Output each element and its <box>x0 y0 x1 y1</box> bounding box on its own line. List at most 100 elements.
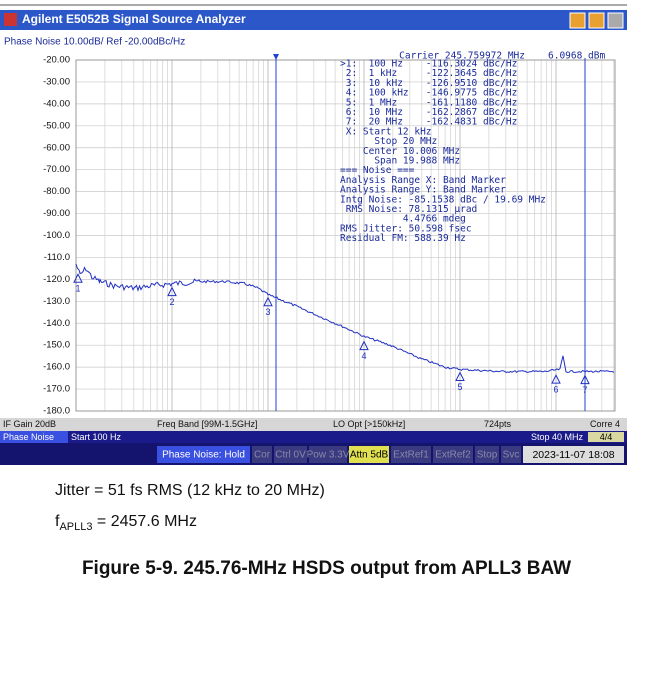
y-label: -170.0 <box>43 384 70 395</box>
marker-line: 4: 100 kHz -146.9775 dBc/Hz <box>340 88 517 99</box>
y-label: -80.00 <box>43 186 70 197</box>
fapll-note: fAPLL3 = 2457.6 MHz <box>55 513 197 533</box>
marker-triangle <box>551 374 561 384</box>
status-field: IF Gain 20dB <box>3 419 56 429</box>
marker-line: 6: 10 MHz -162.2867 dBc/Hz <box>340 107 517 118</box>
y-label: -160.0 <box>43 362 70 373</box>
marker-line: X: Start 12 kHz <box>340 126 432 137</box>
status-row <box>0 418 627 431</box>
mode: Phase Noise <box>3 432 54 442</box>
marker-label: 4 <box>361 351 366 361</box>
y-label: -100.0 <box>43 230 70 241</box>
carrier-frequency: Carrier 245.759972 MHz <box>399 51 525 62</box>
marker-label: 5 <box>457 382 462 392</box>
marker-line: Intg Noise: -85.1538 dBc / 19.69 MHz <box>340 194 546 205</box>
status-button <box>309 446 347 463</box>
y-label: -110.0 <box>44 252 70 263</box>
marker-label: 1 <box>75 284 80 294</box>
marker-table: >1: 100 Hz -116.3024 dBc/Hz 2: 1 kHz -12… <box>340 59 546 245</box>
marker-line: >1: 100 Hz -116.3024 dBc/Hz <box>340 59 517 70</box>
plot-frame <box>75 59 616 412</box>
buttons: Phase Noise: Hold Cor Ctrl 0V Pow 3.3V Attn … <box>157 446 624 463</box>
marker-line: RMS Jitter: 50.598 fsec <box>340 223 472 234</box>
markers: 1 2 3 4 5 6 7 <box>73 273 590 395</box>
marker-line: 5: 1 MHz -161.1180 dBc/Hz <box>340 97 517 108</box>
y-label: -60.00 <box>43 142 70 153</box>
y-label: -130.0 <box>43 296 70 307</box>
marker-line: Residual FM: 588.39 Hz <box>340 233 466 244</box>
jitter-note: Jitter = 51 fs RMS (12 kHz to 20 MHz) <box>55 482 325 499</box>
status-button-label: Attn 5dB <box>350 450 389 461</box>
marker-line: 7: 20 MHz -162.4831 dBc/Hz <box>340 117 517 128</box>
marker-line: Span 19.988 MHz <box>340 156 460 167</box>
status-button <box>274 446 307 463</box>
sweep-start: Start 100 Hz <box>71 432 122 442</box>
window-title: Agilent E5052B Signal Source Analyzer <box>22 12 246 26</box>
y-label: -150.0 <box>43 340 70 351</box>
sweep-stop: Stop 40 MHz <box>531 432 584 442</box>
status-button-label: Svc <box>503 450 520 461</box>
status-field: Freq Band [99M-1.5GHz] <box>157 419 258 429</box>
marker-line: RMS Noise: 78.1315 µrad <box>340 204 477 215</box>
status-button-label: Cor <box>254 450 271 461</box>
mode-tab <box>0 431 68 443</box>
marker-line: Analysis Range Y: Band Marker <box>340 185 506 196</box>
marker-triangle <box>580 374 590 385</box>
marker-line: 3: 10 kHz -126.9510 dBc/Hz <box>340 78 517 89</box>
marker-label: 7 <box>582 385 587 395</box>
status-button <box>157 446 250 463</box>
y-label: -180.0 <box>43 406 70 417</box>
status-button <box>252 446 272 463</box>
datetime-box <box>523 446 624 463</box>
app-icon <box>4 13 17 26</box>
status-button <box>475 446 499 463</box>
title-bar <box>0 10 627 30</box>
grid <box>76 60 615 411</box>
status-button <box>433 446 473 463</box>
y-label: -20.00 <box>43 55 70 66</box>
marker-line: 2: 1 kHz -122.3645 dBc/Hz <box>340 68 517 79</box>
y-label: -140.0 <box>43 318 70 329</box>
status-field: 724pts <box>484 419 512 429</box>
y-label: -70.00 <box>43 164 70 175</box>
status-button-label: Phase Noise: Hold <box>162 450 245 461</box>
marker-label: 3 <box>265 307 270 317</box>
y-label: -40.00 <box>43 98 70 109</box>
status-button <box>391 446 431 463</box>
marker-line: Center 10.006 MHz <box>340 146 460 157</box>
minimize-button[interactable] <box>569 12 586 29</box>
marker-triangle <box>73 273 83 283</box>
y-label: -90.00 <box>43 208 70 219</box>
y-label: -120.0 <box>43 274 70 285</box>
status-button-label: Stop <box>477 450 498 461</box>
marker-triangle <box>455 371 465 382</box>
f: f <box>55 513 60 530</box>
page: 4/4 <box>600 432 613 442</box>
phase-noise-trace <box>75 263 615 374</box>
carrier-power: 6.0968 dBm <box>548 51 605 62</box>
figure-caption: Figure 5-9. 245.76-MHz HSDS output from … <box>81 558 572 579</box>
fapll-value: = 2457.6 MHz <box>92 513 197 530</box>
y-label: -50.00 <box>43 120 70 131</box>
datetime: 2023-11-07 18:08 <box>532 449 614 461</box>
marker-label: 2 <box>169 297 174 307</box>
status-button <box>349 446 389 463</box>
maximize-button[interactable] <box>588 12 605 29</box>
y-labels: -20.00 -30.00 -40.00 -50.00 -60.00 -70.00 -80.… <box>43 55 70 417</box>
status-button <box>501 446 521 463</box>
marker-triangle <box>167 286 177 297</box>
close-button[interactable] <box>607 12 624 29</box>
marker-triangle <box>359 340 369 351</box>
header: Phase Noise 10.00dB/ Ref -20.00dBc/Hz <box>4 37 185 48</box>
status-field: LO Opt [>150kHz] <box>333 419 405 429</box>
status-button-label: ExtRef1 <box>393 450 429 461</box>
marker-line: === Noise === <box>340 165 415 176</box>
marker-triangle <box>263 296 273 307</box>
status-button-label: Ctrl 0V <box>275 450 306 461</box>
marker-label: 6 <box>553 385 558 395</box>
page-box <box>588 432 624 442</box>
status-button-label: ExtRef2 <box>435 450 471 461</box>
subscript: APLL3 <box>59 521 93 534</box>
status-field: Corre 4 <box>590 419 620 429</box>
